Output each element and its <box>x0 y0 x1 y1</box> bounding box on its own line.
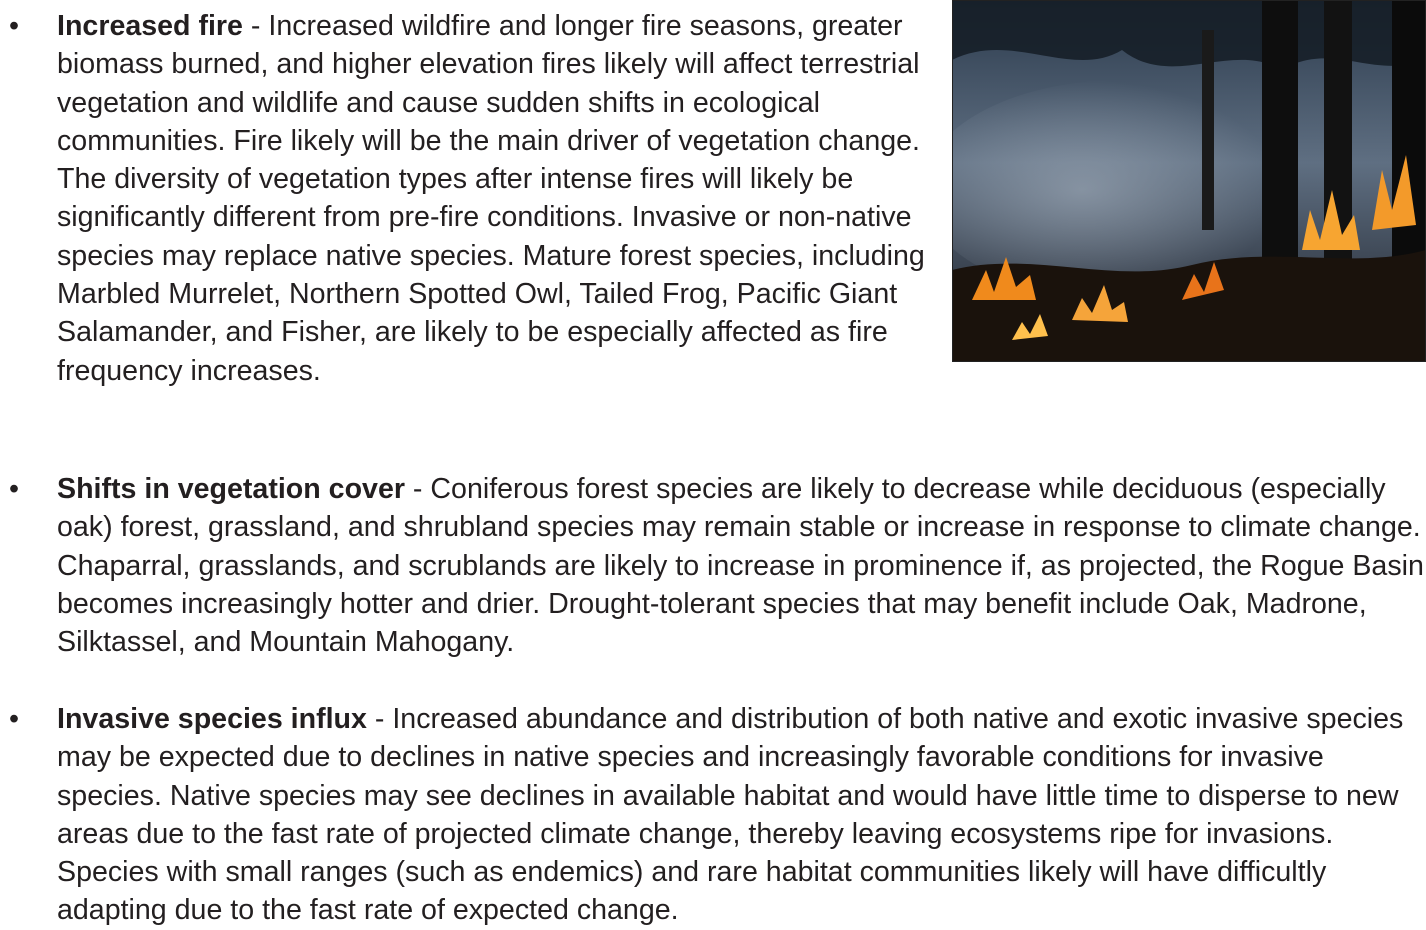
term: Increased fire <box>57 10 243 42</box>
description: - Increased abundance and distribution o… <box>57 703 1403 926</box>
bullet: • <box>9 470 19 508</box>
bullet-item: •Increased fire - Increased wildfire and… <box>57 7 929 390</box>
bullet: • <box>9 7 19 45</box>
term: Invasive species influx <box>57 703 367 735</box>
fire-photo <box>952 0 1426 362</box>
page: {"items": [ {"bullet": "•", "term": "Inc… <box>0 0 1426 924</box>
description: - Increased wildfire and longer fire sea… <box>57 10 925 387</box>
bullet-item: •Shifts in vegetation cover - Coniferous… <box>57 470 1426 661</box>
bullet-item: •Invasive species influx - Increased abu… <box>57 700 1426 930</box>
bullet: • <box>9 700 19 738</box>
term: Shifts in vegetation cover <box>57 473 405 505</box>
